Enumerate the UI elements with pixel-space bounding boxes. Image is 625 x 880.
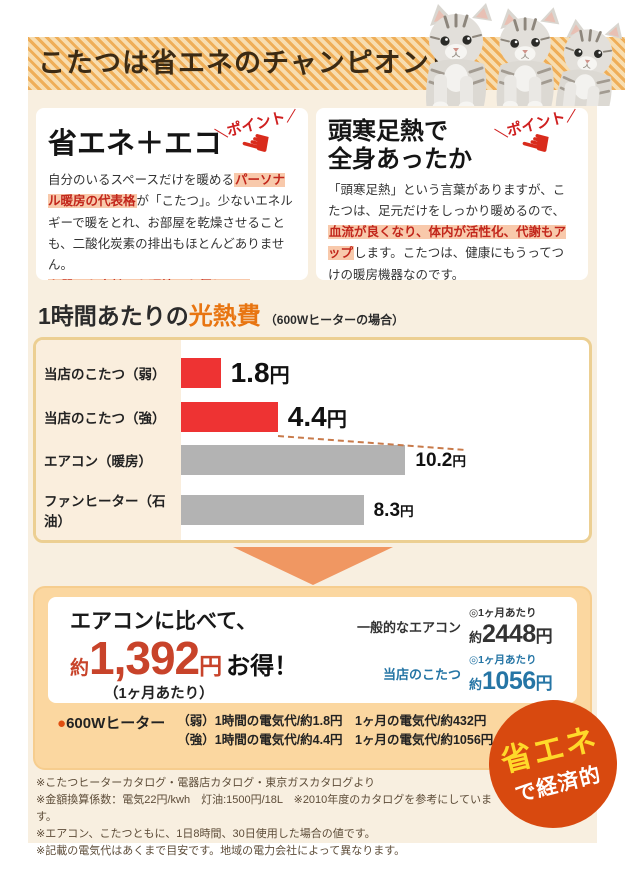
comparison-value: ◎1ヶ月あたり 約 2448 円 xyxy=(469,605,553,649)
chart-title-prefix: 1時間あたりの xyxy=(38,303,189,329)
comparison-row-kotatsu: 当店のこたつ ◎1ヶ月あたり 約 1056 円 xyxy=(353,650,573,697)
comparison-label: 一般的なエアコン xyxy=(356,620,461,635)
warm-title-line1: 頭寒足熱で xyxy=(328,118,448,145)
per-month-note: （1ヶ月あたり） xyxy=(104,686,214,702)
warm-title-line2: 全身あったか xyxy=(328,146,472,174)
chart-label-column xyxy=(36,340,181,540)
comparison-unit: 円 xyxy=(535,626,553,646)
eco-box-title: 省エネ＋エコ xyxy=(48,128,223,160)
savings-inner-panel: エアコンに比べて、 約 1,392 円 お得！ （1ヶ月あたり） 一般的なエアコ… xyxy=(48,597,577,703)
comparison-approx: 約 xyxy=(469,676,483,692)
warm-text-2: します。こたつは、健康にもうってつけの暖房機器なのです。 xyxy=(328,246,565,280)
point-badge-eco: ＼ポイント／ ☛ xyxy=(210,108,302,163)
comparison-number: 1056 xyxy=(482,666,536,695)
point-slash-right: ／ xyxy=(563,108,579,125)
heater-note-line: （強）1時間の電気代/約4.4円 1ヶ月の電気代/約1056円 xyxy=(177,733,494,748)
chart-title-accent: 光熱費 xyxy=(188,303,261,330)
footnote-line: ※エアコン、こたつともに、1日8時間、30日使用した場合の値です。 xyxy=(36,828,376,841)
chart-value: 4.4円 xyxy=(288,403,347,431)
amount-unit: 円 xyxy=(199,653,223,679)
heater-note-title: 600Wヒーター xyxy=(66,715,166,732)
point-badge-warm: ＼ポイント／ ☛ xyxy=(490,108,582,163)
chart-row: 当店のこたつ（弱） 1.8円 xyxy=(36,358,589,388)
warm-box: ＼ポイント／ ☛ 頭寒足熱で 全身あったか 「頭寒足熱」という言葉がありますが、… xyxy=(316,108,588,280)
footnote-line: ※こたつヒーターカタログ・電器店カタログ・東京ガスカタログより xyxy=(36,777,375,789)
amount-number: 1,392 xyxy=(89,632,200,684)
chart-bar xyxy=(181,358,221,388)
chart-row: エアコン（暖房） 10.2円 xyxy=(36,445,589,475)
chart-value-number: 1.8 xyxy=(230,357,270,388)
down-arrow-icon xyxy=(233,547,393,585)
comparison-value: ◎1ヶ月あたり 約 1056 円 xyxy=(469,652,553,696)
heater-note-lines: （弱）1時間の電気代/約1.8円 1ヶ月の電気代/約432円 （強）1時間の電気… xyxy=(177,712,493,751)
eco-box-text: 自分のいるスペースだけを暖めるパーソナル暖房の代表格が「こたつ」。少ないエネルギ… xyxy=(48,170,296,280)
warm-box-title: 頭寒足熱で 全身あったか xyxy=(328,118,576,175)
footnote-line: ※金額換算係数：電気22円/kwh 灯油:1500円/18L ※2010年度のカ… xyxy=(36,794,492,824)
comparison-number-line: 約 1056 円 xyxy=(469,667,553,696)
savings-amount-line: 約 1,392 円 お得！ xyxy=(70,632,355,684)
eco-text-1: 自分のいるスペースだけを暖める xyxy=(48,173,235,187)
page-title: こたつは省エネのチャンピオン！ xyxy=(38,48,458,78)
chart-title-note: （600Wヒーターの場合） xyxy=(264,313,405,327)
savings-box: エアコンに比べて、 約 1,392 円 お得！ （1ヶ月あたり） 一般的なエアコ… xyxy=(33,586,592,770)
chart-value: 8.3円 xyxy=(374,501,414,520)
chart-value-unit: 円 xyxy=(452,453,467,469)
kittens-photo xyxy=(424,2,625,106)
chart-value: 10.2円 xyxy=(415,451,466,470)
chart-value-number: 10.2 xyxy=(415,449,453,471)
comparison-per-label: ◎1ヶ月あたり xyxy=(469,606,537,619)
chart-value-unit: 円 xyxy=(400,503,414,519)
comparison-row-aircon: 一般的なエアコン ◎1ヶ月あたり 約 2448 円 xyxy=(353,603,573,650)
chart-row: ファンヒーター（石油） 8.3円 xyxy=(36,494,589,529)
heater-note: ●600Wヒーター （弱）1時間の電気代/約1.8円 1ヶ月の電気代/約432円… xyxy=(57,712,493,751)
warm-box-text: 「頭寒足熱」という言葉がありますが、こたつは、足元だけをしっかり暖めるので、血流… xyxy=(328,180,576,280)
point-slash-right: ／ xyxy=(283,108,299,125)
bullet-icon: ● xyxy=(57,715,67,732)
comparison-per-label: ◎1ヶ月あたり xyxy=(469,653,537,666)
amount-suffix: お得！ xyxy=(226,653,299,680)
amount-approx: 約 xyxy=(70,658,90,679)
savings-left: エアコンに比べて、 約 1,392 円 お得！ （1ヶ月あたり） xyxy=(70,605,355,703)
heater-note-label: ●600Wヒーター xyxy=(57,712,165,733)
chart-value-unit: 円 xyxy=(269,365,290,387)
comparison-number-line: 約 2448 円 xyxy=(469,620,553,649)
compare-line: エアコンに比べて、 xyxy=(70,610,258,633)
chart-category-label: エアコン（暖房） xyxy=(44,454,152,469)
comparison-unit: 円 xyxy=(535,673,553,693)
chart-category-label: ファンヒーター（石油） xyxy=(44,494,166,529)
footnotes: ※こたつヒーターカタログ・電器店カタログ・東京ガスカタログより ※金額換算係数：… xyxy=(36,775,496,860)
chart-bar xyxy=(181,495,364,525)
eco-highlight-2: お肌にも家計にも環境にも優しい！ xyxy=(48,279,251,280)
eco-box: ＼ポイント／ ☛ 省エネ＋エコ 自分のいるスペースだけを暖めるパーソナル暖房の代… xyxy=(36,108,308,280)
chart-value-number: 8.3 xyxy=(373,499,401,521)
comparison-label: 当店のこたつ xyxy=(382,667,461,682)
chart-value-unit: 円 xyxy=(326,409,347,431)
chart-bar xyxy=(181,445,406,475)
chart-value: 1.8円 xyxy=(231,359,290,387)
chart-category-label: 当店のこたつ（強） xyxy=(44,411,166,426)
warm-text-1: 「頭寒足熱」という言葉がありますが、こたつは、足元だけをしっかり暖めるので、 xyxy=(328,182,566,218)
chart-value-number: 4.4 xyxy=(287,401,327,432)
footnote-line: ※記載の電気代はあくまで目安です。地域の電力会社によって異なります。 xyxy=(36,845,406,858)
savings-comparison: 一般的なエアコン ◎1ヶ月あたり 約 2448 円 当店のこたつ ◎1ヶ月あたり 約… xyxy=(353,603,573,697)
comparison-number: 2448 xyxy=(482,619,536,648)
comparison-approx: 約 xyxy=(469,629,483,645)
cost-bar-chart: 当店のこたつ（弱） 1.8円 当店のこたつ（強） 4.4円 エアコン（暖房） 1… xyxy=(33,337,592,543)
chart-row: 当店のこたつ（強） 4.4円 xyxy=(36,402,589,432)
chart-heading: 1時間あたりの 光熱費 （600Wヒーターの場合） xyxy=(38,296,404,331)
eco-text-2: が「こたつ」。少ないエネルギーで暖をとれ、お部屋を乾燥させることも、二酸化炭素の… xyxy=(48,194,293,272)
chart-bar xyxy=(181,402,278,432)
chart-category-label: 当店のこたつ（弱） xyxy=(44,367,166,382)
heater-note-line: （弱）1時間の電気代/約1.8円 1ヶ月の電気代/約432円 xyxy=(177,714,487,728)
